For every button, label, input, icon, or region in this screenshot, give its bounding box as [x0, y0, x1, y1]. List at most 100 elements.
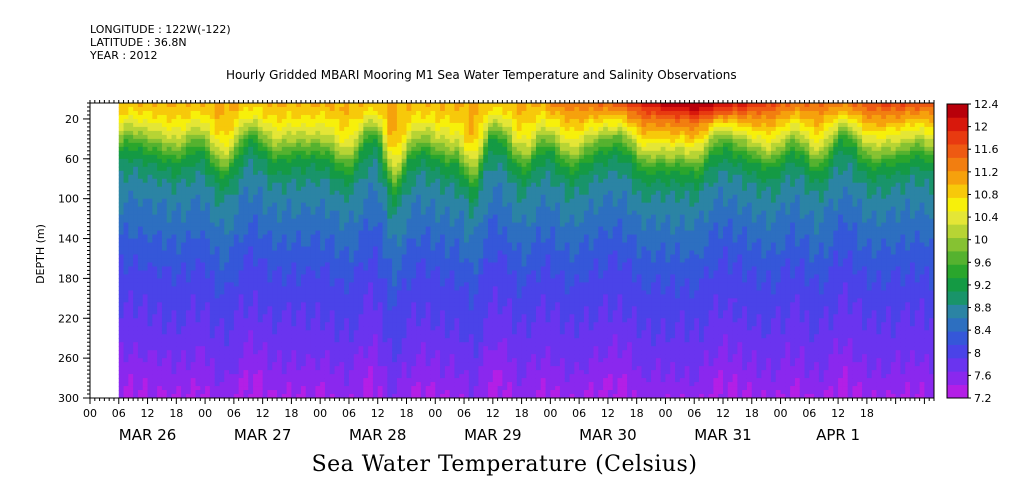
field-cell: [329, 262, 336, 268]
field-cell: [353, 114, 360, 120]
field-cell: [253, 158, 259, 164]
field-cell: [301, 330, 307, 335]
field-cell: [425, 178, 432, 184]
field-cell: [224, 290, 230, 295]
field-cell: [137, 370, 144, 375]
field-cell: [224, 266, 230, 272]
field-cell: [142, 106, 149, 112]
field-cell: [209, 306, 216, 311]
field-cell: [195, 206, 201, 212]
field-cell: [358, 294, 364, 299]
field-cell: [233, 194, 240, 200]
field-cell: [406, 338, 412, 343]
field-cell: [377, 362, 384, 367]
field-cell: [430, 282, 436, 287]
field-cell: [358, 242, 364, 248]
field-cell: [363, 270, 369, 276]
field-cell: [257, 162, 264, 168]
field-cell: [324, 130, 331, 136]
field-cell: [401, 202, 408, 208]
field-cell: [238, 118, 245, 124]
field-cell: [137, 186, 144, 192]
field-cell: [238, 194, 245, 200]
field-cell: [363, 166, 369, 172]
field-cell: [324, 182, 331, 188]
field-cell: [200, 350, 206, 355]
field-cell: [267, 226, 273, 232]
field-cell: [152, 202, 158, 208]
field-cell: [368, 202, 374, 208]
field-cell: [344, 394, 350, 398]
field-cell: [315, 330, 321, 335]
field-cell: [253, 298, 259, 303]
field-cell: [348, 154, 355, 160]
field-cell: [396, 330, 403, 335]
field-cell: [315, 138, 321, 144]
field-cell: [147, 142, 153, 148]
field-cell: [272, 126, 278, 132]
field-cell: [185, 338, 192, 343]
field-cell: [157, 130, 163, 136]
field-cell: [377, 334, 384, 339]
field-cell: [353, 286, 360, 291]
field-cell: [267, 110, 273, 116]
field-cell: [372, 138, 379, 144]
field-cell: [358, 366, 364, 371]
field-cell: [392, 230, 398, 236]
field-cell: [406, 366, 412, 371]
field-cell: [200, 194, 206, 200]
field-cell: [396, 254, 403, 260]
field-cell: [272, 230, 278, 236]
field-cell: [205, 374, 211, 379]
field-cell: [353, 314, 360, 319]
field-cell: [435, 190, 441, 196]
field-cell: [396, 114, 403, 120]
field-cell: [200, 374, 206, 379]
field-cell: [209, 330, 216, 335]
field-cell: [133, 322, 139, 327]
field-cell: [128, 286, 134, 291]
field-cell: [401, 394, 408, 398]
field-cell: [205, 382, 211, 387]
field-cell: [286, 382, 293, 387]
field-cell: [257, 146, 264, 152]
field-cell: [387, 350, 393, 355]
field-cell: [243, 242, 249, 248]
field-cell: [368, 110, 374, 116]
field-cell: [157, 122, 163, 128]
field-cell: [277, 338, 283, 343]
field-cell: [161, 362, 168, 367]
field-cell: [128, 262, 134, 268]
field-cell: [195, 314, 201, 319]
field-cell: [440, 214, 446, 220]
field-cell: [358, 350, 364, 355]
field-cell: [387, 366, 393, 371]
field-cell: [161, 370, 168, 375]
field-cell: [305, 334, 312, 339]
field-cell: [310, 194, 316, 200]
field-cell: [396, 350, 403, 355]
field-cell: [224, 182, 230, 188]
field-cell: [229, 142, 235, 148]
chart-title: Hourly Gridded MBARI Mooring M1 Sea Wate…: [226, 68, 737, 82]
field-cell: [425, 322, 432, 327]
field-cell: [363, 346, 369, 351]
field-cell: [262, 350, 269, 355]
field-cell: [176, 210, 182, 216]
field-cell: [411, 130, 417, 136]
field-cell: [257, 274, 264, 280]
field-cell: [339, 282, 345, 287]
field-cell: [435, 138, 441, 144]
field-cell: [425, 118, 432, 124]
field-cell: [401, 154, 408, 160]
field-cell: [200, 122, 206, 128]
field-cell: [420, 106, 427, 112]
field-cell: [272, 254, 278, 260]
field-cell: [209, 270, 216, 276]
field-cell: [195, 222, 201, 228]
field-cell: [382, 338, 388, 343]
field-cell: [310, 258, 316, 264]
field-cell: [416, 270, 422, 276]
field-cell: [233, 274, 240, 280]
field-cell: [190, 130, 197, 136]
